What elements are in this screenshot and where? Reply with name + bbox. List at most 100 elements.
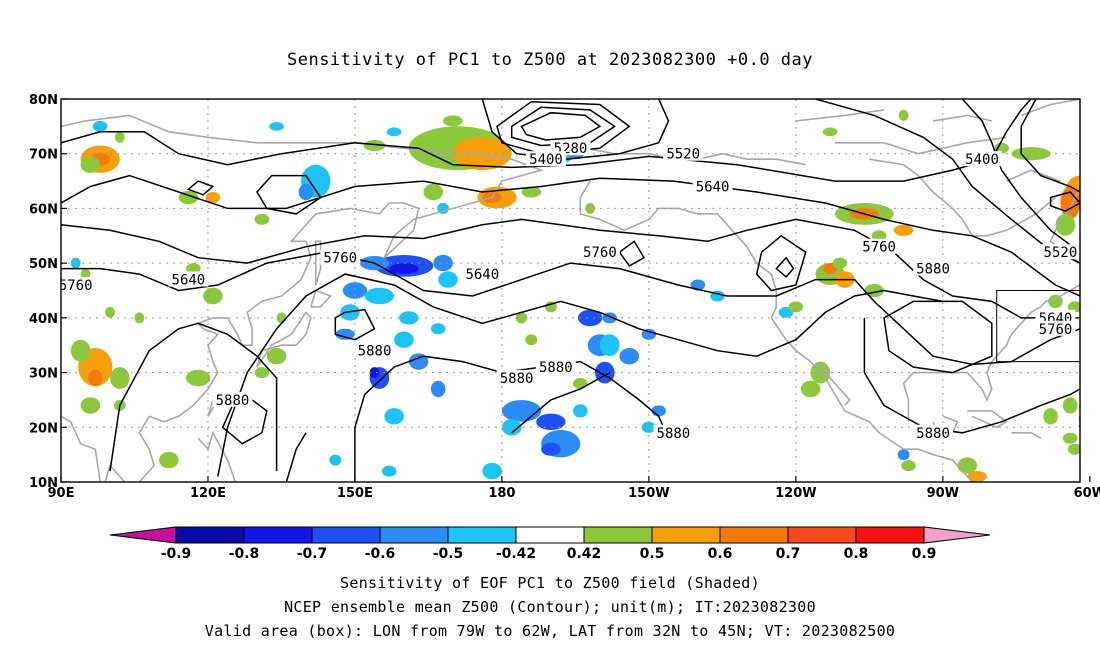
lat-tick-label: 70N <box>29 148 58 163</box>
lat-tick-label: 20N <box>29 421 58 436</box>
z500-contour <box>618 240 646 267</box>
sensitivity-patch <box>433 254 453 272</box>
contour-label: 5760 <box>862 240 896 256</box>
colorbar-label: -0.42 <box>496 546 536 562</box>
sensitivity-patch <box>254 213 270 225</box>
z500-contour <box>256 174 322 215</box>
colorbar: -0.9 -0.8 -0.7 -0.6 -0.5 -0.42 0.42 0.5 0.6 0.7 0.… <box>109 526 991 562</box>
contour-label: 5880 <box>216 393 250 409</box>
contour-label-bg <box>913 424 954 440</box>
chart-title: Sensitivity of PC1 to Z500 at 2023082300… <box>286 50 813 70</box>
sensitivity-patch <box>1043 408 1058 425</box>
colorbar-lower-tip <box>109 526 177 544</box>
coastline <box>310 289 332 308</box>
lat-tick-label: 50N <box>29 257 58 272</box>
contour-label-bg <box>1074 413 1080 429</box>
contour-label-bg <box>354 342 395 358</box>
lon-tick-label: 150E <box>337 486 373 501</box>
colorbar-segment <box>719 526 789 544</box>
sensitivity-patch <box>438 271 458 288</box>
sensitivity-patch <box>1085 367 1095 378</box>
z500-contour <box>61 251 1080 366</box>
sensitivity-patch <box>399 311 419 325</box>
sensitivity-patch <box>501 400 542 422</box>
sensitivity-patch <box>80 156 101 173</box>
coastline <box>197 430 237 482</box>
contour-label: 5640 <box>172 273 206 289</box>
colorbar-segment <box>515 526 585 544</box>
z500-contour <box>61 218 1080 319</box>
z500-contour <box>217 273 943 477</box>
sensitivity-patch <box>1062 432 1078 444</box>
z500-contour <box>815 99 1080 264</box>
contour-label: 5760 <box>323 251 357 267</box>
caption-line-3: Valid area (box): LON from 79W to 62W, L… <box>204 622 896 640</box>
colorbar-upper-tip <box>923 526 991 544</box>
contour-label-bg <box>653 424 694 440</box>
contour-label: 5880 <box>657 426 691 442</box>
contour-label: 5520 <box>1044 245 1078 261</box>
sensitivity-patch <box>443 115 463 127</box>
z500-contour <box>1049 191 1080 213</box>
sensitivity-patch <box>573 378 588 389</box>
sensitivity-patch <box>110 367 130 389</box>
contour-label: 5880 <box>500 371 534 387</box>
contour-label: 5520 <box>666 147 700 163</box>
sensitivity-patch <box>205 192 221 203</box>
coastline <box>835 136 1007 155</box>
coastline <box>61 415 101 482</box>
z500-contour <box>186 180 215 196</box>
sensitivity-patch <box>893 224 914 236</box>
contour-label: 5760 <box>583 245 617 261</box>
sensitivity-patch <box>1067 301 1080 313</box>
sensitivity-patch <box>335 328 355 340</box>
coastline <box>819 361 851 406</box>
contour-label-bg <box>526 151 567 167</box>
lon-tick-label: 150W <box>628 486 669 501</box>
colorbar-label: -0.7 <box>297 546 328 562</box>
sensitivity-patch <box>92 120 108 132</box>
sensitivity-patch <box>381 465 397 477</box>
coastline <box>795 109 885 122</box>
lat-tick-label: 60N <box>29 202 58 217</box>
sensitivity-patch <box>641 421 657 433</box>
z500-contour <box>1020 99 1080 193</box>
sensitivity-patch <box>408 353 429 370</box>
coastline <box>315 240 322 286</box>
sensitivity-patch <box>369 367 380 379</box>
z500-contour <box>61 174 1080 297</box>
z500-contour <box>496 100 631 155</box>
z500-contour <box>961 99 1080 253</box>
contour-label-bg <box>462 266 503 282</box>
colorbar-segment <box>379 526 449 544</box>
sensitivity-patch <box>957 457 978 474</box>
colorbar-segment <box>447 526 517 544</box>
sensitivity-patch <box>203 287 223 305</box>
sensitivity-patch <box>482 462 502 480</box>
coastline <box>1011 432 1042 439</box>
coastline <box>1020 99 1080 117</box>
contour-label-bg <box>579 244 620 260</box>
z500-contour <box>221 399 268 445</box>
sensitivity-patch <box>651 405 666 417</box>
lat-tick-label: 80N <box>29 93 58 108</box>
z500-contour <box>285 432 307 482</box>
colorbar-label: -0.5 <box>433 546 464 562</box>
z500-contour <box>883 300 993 374</box>
sensitivity-patch <box>430 323 446 335</box>
valid-area-box <box>996 290 1080 363</box>
z500-contour <box>775 256 795 278</box>
sensitivity-patch <box>897 449 910 461</box>
sensitivity-patch <box>788 301 804 313</box>
sensitivity-patch <box>967 471 987 482</box>
colorbar-segment <box>651 526 721 544</box>
lon-tick-label: 180 <box>488 486 515 501</box>
contour-label-bg <box>535 359 576 375</box>
contour-label: 5880 <box>916 426 950 442</box>
contour-label: 5880 <box>358 344 392 360</box>
z500-contour <box>510 106 616 147</box>
sensitivity-patch <box>619 348 640 365</box>
contour-label: 5640 <box>696 180 730 196</box>
